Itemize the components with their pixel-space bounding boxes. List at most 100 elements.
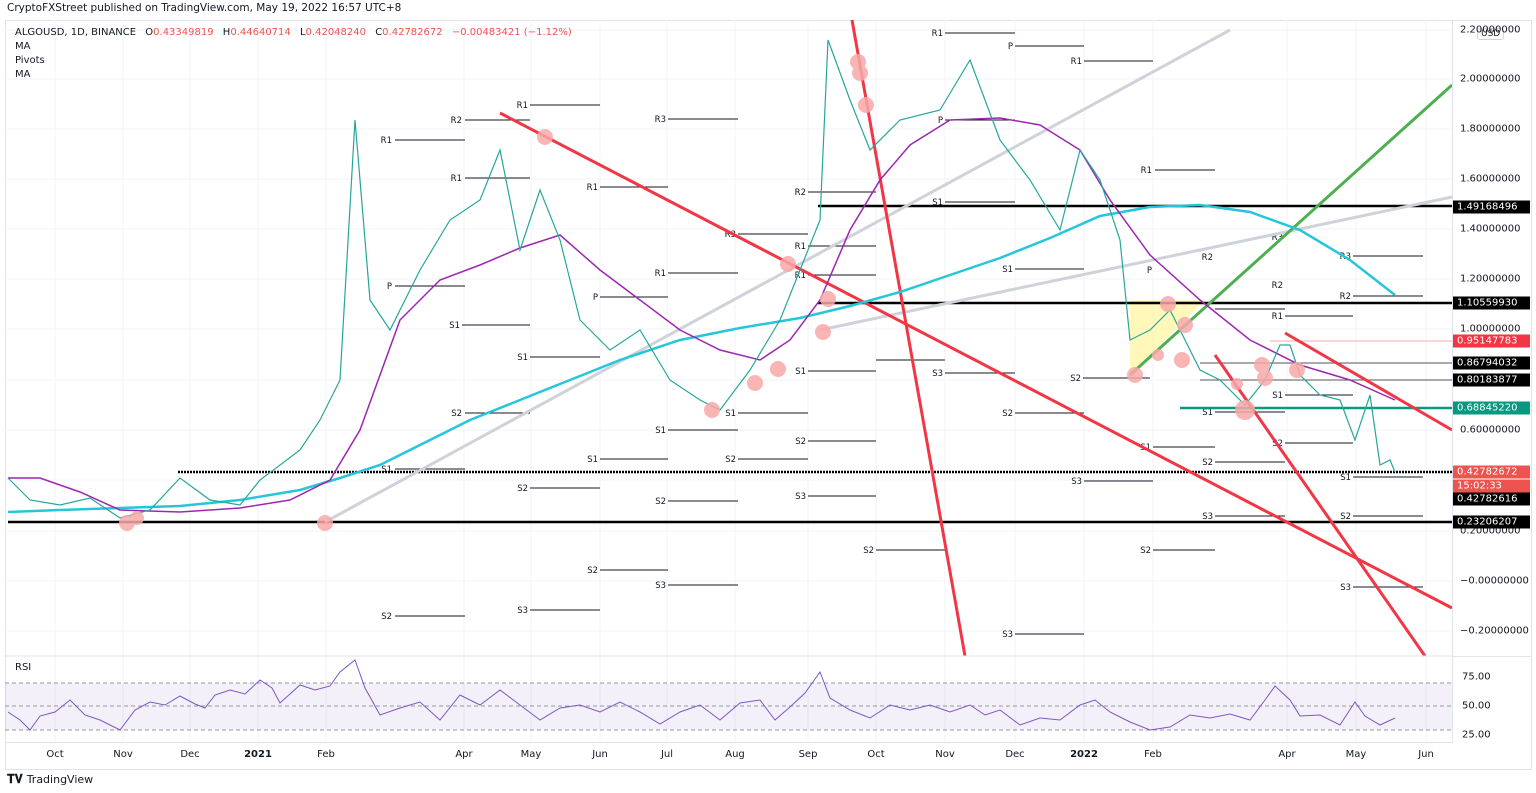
svg-text:S2: S2 bbox=[381, 612, 392, 622]
time-label: 2022 bbox=[1070, 749, 1098, 760]
svg-text:R3: R3 bbox=[655, 115, 666, 125]
svg-text:R1: R1 bbox=[381, 136, 392, 146]
svg-text:S2: S2 bbox=[1202, 458, 1213, 468]
svg-text:S2: S2 bbox=[795, 437, 806, 447]
time-label: Feb bbox=[1144, 749, 1162, 760]
price-tick: 1.00000000 bbox=[1460, 323, 1521, 335]
symbol-legend: ALGOUSD, 1D, BINANCE O0.43349819 H0.4464… bbox=[15, 27, 572, 80]
svg-text:S1: S1 bbox=[655, 426, 666, 436]
svg-text:R2: R2 bbox=[795, 188, 806, 198]
svg-text:R1: R1 bbox=[451, 174, 462, 184]
svg-text:R1: R1 bbox=[1272, 312, 1283, 322]
svg-text:S1: S1 bbox=[1002, 265, 1013, 275]
svg-text:S2: S2 bbox=[451, 409, 462, 419]
currency-label[interactable]: USD bbox=[1477, 28, 1505, 40]
chart-frame[interactable] bbox=[5, 20, 1532, 770]
svg-text:R1: R1 bbox=[932, 29, 943, 39]
time-label: May bbox=[1345, 749, 1367, 760]
price-tag: 0.42782616 bbox=[1453, 492, 1530, 506]
price-tag: 15:02:33 bbox=[1453, 479, 1530, 493]
price-tag: 0.86794032 bbox=[1453, 356, 1530, 370]
svg-text:S2: S2 bbox=[863, 546, 874, 556]
svg-text:S1: S1 bbox=[1340, 473, 1351, 483]
tradingview-icon: 𝐓𝐕 bbox=[7, 772, 23, 786]
price-tag: 0.23206207 bbox=[1453, 515, 1530, 529]
svg-text:S1: S1 bbox=[1272, 391, 1283, 401]
svg-text:R3: R3 bbox=[1272, 233, 1283, 243]
indicator-ma-1[interactable]: MA bbox=[15, 41, 31, 52]
svg-text:S3: S3 bbox=[932, 369, 943, 379]
svg-text:S1: S1 bbox=[587, 455, 598, 465]
svg-text:S2: S2 bbox=[655, 497, 666, 507]
svg-text:R1: R1 bbox=[795, 271, 806, 281]
svg-text:R1: R1 bbox=[587, 183, 598, 193]
close-value: 0.42782672 bbox=[382, 27, 443, 38]
price-tag: 0.80183877 bbox=[1453, 373, 1530, 387]
time-label: Aug bbox=[725, 749, 745, 760]
price-axis[interactable] bbox=[1452, 20, 1531, 656]
price-tick: 1.80000000 bbox=[1460, 123, 1521, 135]
price-tick: 2.20000000 bbox=[1460, 24, 1521, 36]
svg-text:S1: S1 bbox=[932, 198, 943, 208]
time-label: Jun bbox=[592, 749, 608, 760]
time-label: Dec bbox=[1005, 749, 1025, 760]
svg-text:P: P bbox=[593, 293, 598, 303]
price-tick: 1.60000000 bbox=[1460, 173, 1521, 185]
svg-text:P: P bbox=[387, 282, 392, 292]
tradingview-logo[interactable]: 𝐓𝐕 TradingView bbox=[7, 772, 94, 786]
svg-text:S3: S3 bbox=[1071, 477, 1082, 487]
svg-text:S1: S1 bbox=[517, 353, 528, 363]
price-tag: 1.10559930 bbox=[1453, 296, 1530, 310]
svg-text:P: P bbox=[1147, 266, 1152, 276]
time-label: 2021 bbox=[244, 749, 272, 760]
svg-text:R1: R1 bbox=[795, 242, 806, 252]
svg-text:R2: R2 bbox=[1272, 281, 1283, 291]
svg-text:S3: S3 bbox=[1002, 630, 1013, 640]
time-label: Dec bbox=[180, 749, 200, 760]
indicator-pivots[interactable]: Pivots bbox=[15, 55, 45, 66]
svg-text:S1: S1 bbox=[381, 465, 392, 475]
svg-text:R1: R1 bbox=[1141, 166, 1152, 176]
svg-text:P: P bbox=[1008, 42, 1013, 52]
price-tick: −0.20000000 bbox=[1460, 625, 1529, 637]
rsi-tick: 75.00 bbox=[1462, 671, 1491, 683]
price-tick: −0.00000000 bbox=[1460, 575, 1529, 587]
time-axis[interactable]: Oct Nov Dec 2021 Feb Apr May Jun Jul Aug Sep Oct Nov… bbox=[5, 742, 1452, 769]
time-label: Oct bbox=[46, 749, 64, 760]
time-label: Feb bbox=[317, 749, 335, 760]
time-label: Jul bbox=[660, 749, 674, 760]
open-value: 0.43349819 bbox=[153, 27, 214, 38]
price-tick: 2.00000000 bbox=[1460, 73, 1521, 85]
svg-text:S1: S1 bbox=[1202, 408, 1213, 418]
price-tick: 0.20000000 bbox=[1460, 525, 1521, 537]
time-label: Apr bbox=[1278, 749, 1296, 760]
svg-text:S2: S2 bbox=[1070, 374, 1081, 384]
svg-text:P: P bbox=[938, 116, 943, 126]
svg-text:S2: S2 bbox=[517, 484, 528, 494]
svg-text:S3: S3 bbox=[1340, 583, 1351, 593]
time-label: Jun bbox=[1418, 749, 1434, 760]
svg-text:S1: S1 bbox=[795, 367, 806, 377]
change-value: −0.00483421 (−1.12%) bbox=[451, 27, 572, 38]
svg-text:S3: S3 bbox=[795, 492, 806, 502]
svg-text:R1: R1 bbox=[655, 269, 666, 279]
rsi-axis[interactable] bbox=[1452, 656, 1531, 743]
time-label: May bbox=[520, 749, 542, 760]
time-label: Apr bbox=[455, 749, 473, 760]
svg-text:R2: R2 bbox=[1202, 253, 1213, 263]
svg-text:S2: S2 bbox=[587, 566, 598, 576]
time-label: Nov bbox=[935, 749, 955, 760]
svg-text:S3: S3 bbox=[1202, 512, 1213, 522]
price-tick: 1.20000000 bbox=[1460, 273, 1521, 285]
svg-text:S1: S1 bbox=[725, 409, 736, 419]
rsi-tick: 25.00 bbox=[1462, 729, 1491, 741]
symbol-name[interactable]: ALGOUSD, 1D, BINANCE bbox=[15, 27, 137, 38]
rsi-tick: 50.00 bbox=[1462, 700, 1491, 712]
svg-text:R2: R2 bbox=[451, 116, 462, 126]
indicator-ma-2[interactable]: MA bbox=[15, 69, 31, 80]
published-by: CryptoFXStreet published on TradingView.… bbox=[7, 2, 402, 14]
price-tick: 1.40000000 bbox=[1460, 223, 1521, 235]
time-label: Nov bbox=[113, 749, 133, 760]
time-label: Sep bbox=[798, 749, 818, 760]
